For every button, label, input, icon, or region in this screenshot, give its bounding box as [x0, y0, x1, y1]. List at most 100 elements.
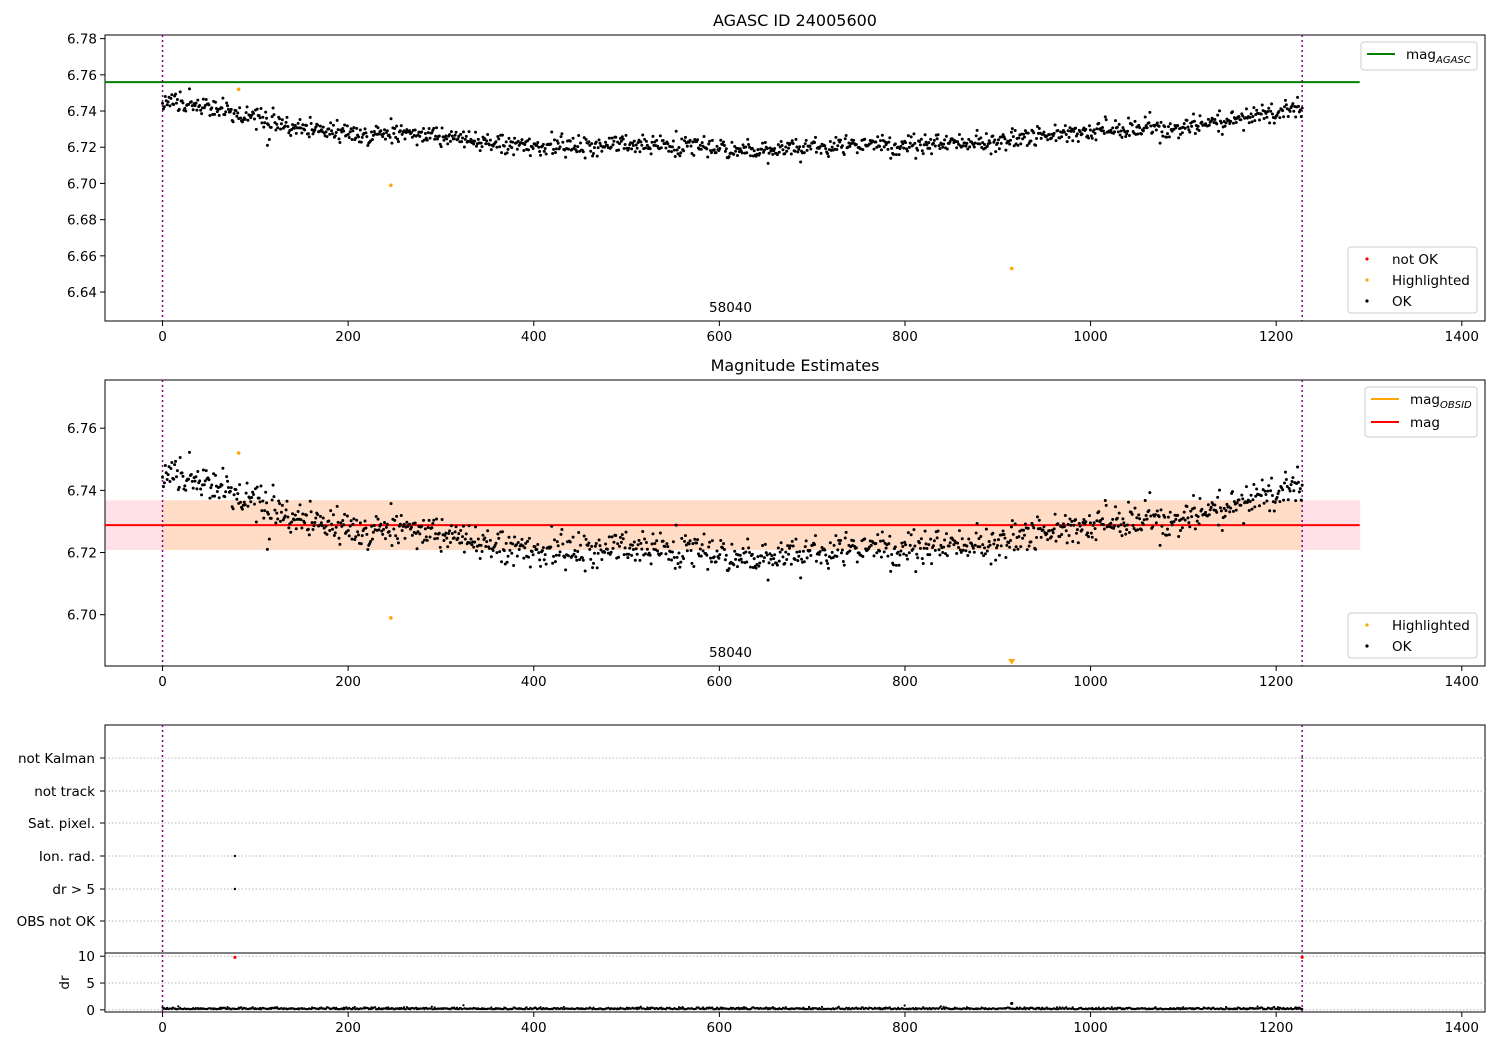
ok-point: [1222, 506, 1226, 510]
ok-point: [621, 537, 625, 541]
ok-point: [177, 107, 181, 111]
ok-point: [209, 486, 213, 490]
dr-axis-label: dr: [57, 975, 73, 990]
ok-point: [651, 134, 655, 138]
ok-point: [611, 143, 615, 147]
ok-point: [943, 538, 947, 542]
ok-point: [538, 558, 542, 562]
ok-point: [1174, 126, 1178, 130]
ok-point: [392, 527, 396, 531]
ok-point: [1004, 556, 1008, 560]
ok-point: [515, 554, 519, 558]
ok-point: [442, 539, 446, 543]
ok-point: [1074, 126, 1078, 130]
ok-point: [1283, 481, 1287, 485]
ok-point: [594, 140, 598, 144]
ok-point: [784, 145, 788, 149]
ok-point: [746, 137, 750, 141]
ok-point: [167, 465, 171, 469]
ok-point: [422, 138, 426, 142]
ok-point: [992, 542, 996, 546]
ok-point: [435, 517, 439, 521]
ok-point: [416, 530, 420, 534]
ok-point: [488, 538, 492, 542]
ok-point: [445, 536, 449, 540]
panel-2-title: Magnitude Estimates: [711, 356, 880, 375]
ok-point: [890, 552, 894, 556]
ok-point: [1158, 141, 1162, 145]
ok-point: [826, 561, 830, 565]
ok-point: [1003, 137, 1007, 141]
ok-point: [500, 530, 504, 534]
ok-point: [329, 509, 333, 513]
ok-point: [796, 559, 800, 563]
ok-point: [418, 532, 422, 536]
ok-point: [839, 138, 843, 142]
ok-point: [575, 150, 579, 154]
ok-point: [462, 145, 466, 149]
ok-point: [175, 469, 179, 473]
ok-point: [1133, 506, 1137, 510]
ok-point: [671, 139, 675, 143]
ok-point: [166, 100, 170, 104]
ok-point: [1228, 510, 1232, 514]
ok-point: [787, 546, 791, 550]
ok-point: [255, 107, 259, 111]
ok-point: [252, 493, 256, 497]
ok-point: [678, 154, 682, 158]
y-tick-label: 6.72: [67, 546, 97, 562]
ok-point: [298, 503, 302, 507]
ok-point: [1092, 521, 1096, 525]
ok-point: [1224, 509, 1228, 513]
ok-point: [360, 534, 364, 538]
ok-point: [271, 483, 275, 487]
ok-point: [1084, 127, 1088, 131]
ok-point: [339, 521, 343, 525]
ok-point: [262, 516, 266, 520]
ok-point: [972, 550, 976, 554]
ok-point: [1102, 132, 1106, 136]
ok-point: [1093, 527, 1097, 531]
ok-point: [1288, 109, 1292, 113]
y-tick-label: 6.64: [67, 285, 97, 301]
ok-point: [494, 541, 498, 545]
ok-point: [637, 538, 641, 542]
ok-point: [1207, 513, 1211, 517]
ok-point: [410, 533, 414, 537]
x-tick-label: 400: [521, 329, 547, 345]
dr-y-tick-label: 10: [78, 949, 95, 965]
ok-point: [512, 564, 516, 568]
ok-point: [396, 537, 400, 541]
dr-point: [539, 1006, 542, 1009]
ok-point: [438, 545, 442, 549]
ok-point: [396, 140, 400, 144]
ok-point: [803, 545, 807, 549]
ok-point: [612, 540, 616, 544]
ok-point: [707, 142, 711, 146]
ok-point: [1283, 470, 1287, 474]
ok-point: [709, 560, 713, 564]
ok-point: [1192, 119, 1196, 123]
dr-point: [645, 1008, 648, 1011]
ok-point: [426, 131, 430, 135]
ok-point: [957, 529, 961, 533]
dr-y-tick-label: 5: [86, 976, 95, 992]
ok-point: [1186, 516, 1190, 520]
ok-point: [308, 499, 312, 503]
ok-point: [881, 539, 885, 543]
ok-point: [162, 105, 166, 109]
ok-point: [489, 148, 493, 152]
ok-point: [331, 513, 335, 517]
ok-point: [1117, 511, 1121, 515]
ok-point: [377, 528, 381, 532]
ok-point: [789, 152, 793, 156]
ok-point: [1012, 144, 1016, 148]
ok-point: [1299, 115, 1303, 119]
ok-point: [522, 556, 526, 560]
ok-point: [899, 144, 903, 148]
axes-frame: [104, 379, 1486, 667]
ok-point: [566, 147, 570, 151]
ok-point: [288, 522, 292, 526]
ok-point: [783, 561, 787, 565]
ok-point: [944, 134, 948, 138]
